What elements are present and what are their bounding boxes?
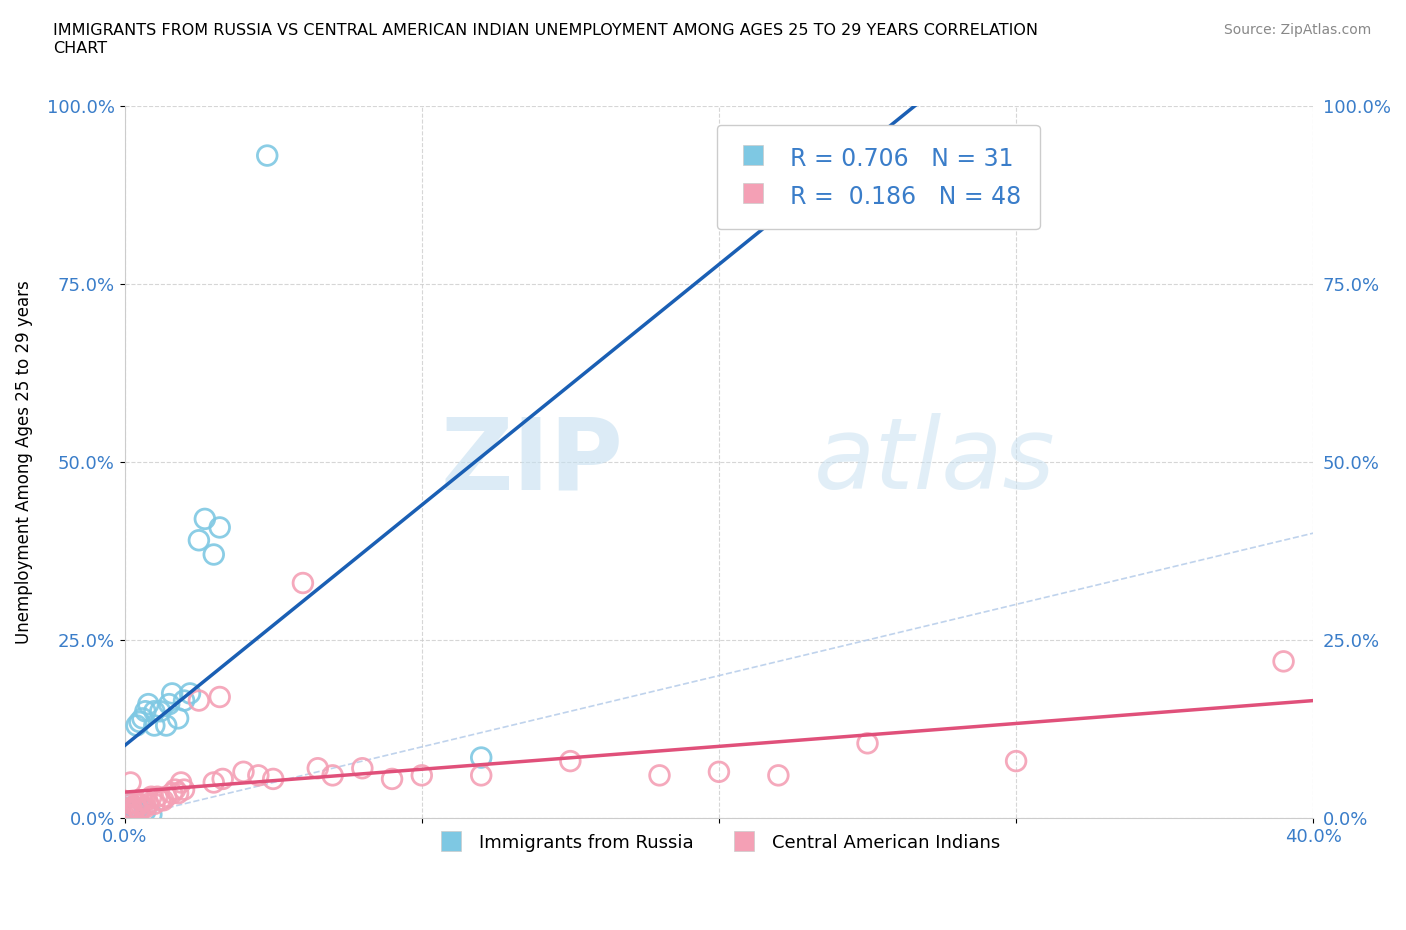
Point xyxy=(1005,753,1028,768)
Point xyxy=(262,772,284,787)
Point xyxy=(470,751,492,765)
Text: ZIP: ZIP xyxy=(441,414,624,511)
Point xyxy=(256,148,278,163)
Point xyxy=(170,775,193,790)
Point xyxy=(411,768,433,783)
Point xyxy=(125,718,148,733)
Point xyxy=(125,804,148,818)
Point xyxy=(117,807,139,822)
Point xyxy=(211,772,233,787)
Point xyxy=(560,753,582,768)
Point xyxy=(291,576,314,591)
Point xyxy=(143,718,166,733)
Point xyxy=(143,704,166,719)
Point xyxy=(202,547,225,562)
Point xyxy=(120,796,142,811)
Point xyxy=(125,800,148,815)
Point xyxy=(157,697,180,711)
Point xyxy=(138,796,160,811)
Point xyxy=(122,800,145,815)
Point xyxy=(120,775,142,790)
Point xyxy=(155,718,177,733)
Point xyxy=(322,768,344,783)
Point xyxy=(128,804,150,818)
Point xyxy=(856,736,879,751)
Point xyxy=(134,804,156,818)
Point xyxy=(128,804,150,818)
Point xyxy=(134,704,156,719)
Text: Source: ZipAtlas.com: Source: ZipAtlas.com xyxy=(1223,23,1371,37)
Point xyxy=(208,689,231,704)
Point xyxy=(122,807,145,822)
Point xyxy=(122,804,145,818)
Point xyxy=(352,761,374,776)
Point xyxy=(134,800,156,815)
Point xyxy=(173,693,195,708)
Point xyxy=(152,793,174,808)
Point xyxy=(381,772,404,787)
Text: atlas: atlas xyxy=(814,414,1056,511)
Point xyxy=(141,807,163,822)
Point xyxy=(187,533,209,548)
Point xyxy=(160,786,183,801)
Point xyxy=(202,775,225,790)
Point xyxy=(128,796,150,811)
Point xyxy=(768,768,790,783)
Point xyxy=(149,704,172,719)
Point xyxy=(125,796,148,811)
Point xyxy=(160,686,183,701)
Text: IMMIGRANTS FROM RUSSIA VS CENTRAL AMERICAN INDIAN UNEMPLOYMENT AMONG AGES 25 TO : IMMIGRANTS FROM RUSSIA VS CENTRAL AMERIC… xyxy=(53,23,1039,56)
Point xyxy=(194,512,217,526)
Point xyxy=(122,807,145,822)
Point xyxy=(167,786,190,801)
Point xyxy=(167,711,190,725)
Point xyxy=(648,768,671,783)
Point xyxy=(179,686,201,701)
Point xyxy=(247,768,270,783)
Legend: Immigrants from Russia, Central American Indians: Immigrants from Russia, Central American… xyxy=(430,827,1007,859)
Point xyxy=(149,793,172,808)
Point xyxy=(117,804,139,818)
Point xyxy=(120,800,142,815)
Point xyxy=(173,782,195,797)
Point xyxy=(120,800,142,815)
Point xyxy=(134,793,156,808)
Point xyxy=(138,697,160,711)
Y-axis label: Unemployment Among Ages 25 to 29 years: Unemployment Among Ages 25 to 29 years xyxy=(15,280,32,644)
Point xyxy=(1272,654,1295,669)
Point xyxy=(187,693,209,708)
Point xyxy=(470,768,492,783)
Point xyxy=(208,520,231,535)
Point xyxy=(232,764,254,779)
Point xyxy=(117,804,139,818)
Point xyxy=(165,782,187,797)
Point xyxy=(128,714,150,729)
Point xyxy=(131,800,153,815)
Point xyxy=(122,805,145,820)
Point xyxy=(146,790,169,804)
Point xyxy=(131,711,153,725)
Point xyxy=(155,790,177,804)
Point xyxy=(707,764,730,779)
Point xyxy=(131,793,153,808)
Point xyxy=(141,790,163,804)
Point xyxy=(120,796,142,811)
Point xyxy=(117,807,139,822)
Point xyxy=(307,761,329,776)
Point xyxy=(143,796,166,811)
